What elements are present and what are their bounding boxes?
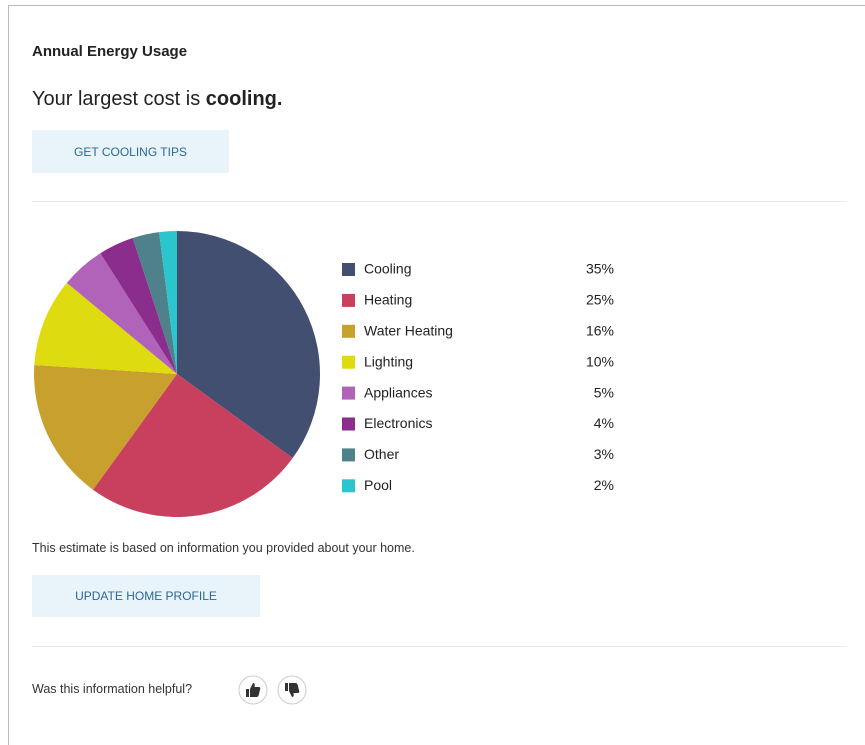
legend-label: Water Heating bbox=[364, 323, 453, 339]
divider bbox=[32, 646, 847, 647]
pie-slice bbox=[92, 374, 293, 517]
pie-slice bbox=[132, 232, 177, 374]
pie-slice bbox=[34, 282, 177, 374]
legend-swatch bbox=[342, 263, 355, 276]
headline: Your largest cost is cooling. bbox=[32, 88, 282, 111]
pie-slice bbox=[100, 237, 177, 374]
profile-button[interactable]: UPDATE HOME PROFILE bbox=[32, 575, 260, 617]
divider bbox=[32, 201, 847, 202]
card-border bbox=[8, 5, 865, 745]
pie-slice bbox=[177, 231, 320, 459]
thumb-down-icon[interactable] bbox=[285, 683, 300, 697]
card-title: Annual Energy Usage bbox=[32, 43, 188, 60]
legend-value: 4% bbox=[594, 415, 614, 431]
legend-label: Heating bbox=[364, 292, 412, 308]
headline-bold: cooling. bbox=[205, 88, 283, 110]
legend-label: Cooling bbox=[364, 261, 411, 277]
legend-swatch bbox=[342, 386, 355, 400]
pie-slice bbox=[33, 365, 177, 490]
note: This estimate is based on information yo… bbox=[32, 541, 415, 555]
legend-swatch bbox=[342, 293, 355, 307]
thumb-up-icon[interactable] bbox=[246, 683, 261, 697]
legend-label: Electronics bbox=[364, 415, 432, 431]
pie-slice bbox=[66, 253, 177, 374]
legend-value: 35% bbox=[586, 261, 614, 277]
tips-button[interactable]: GET COOLING TIPS bbox=[32, 130, 229, 173]
pie-slice bbox=[159, 231, 177, 374]
legend-value: 16% bbox=[586, 323, 614, 339]
legend-value: 25% bbox=[586, 292, 614, 308]
legend-swatch bbox=[342, 479, 355, 493]
legend-swatch bbox=[342, 417, 355, 431]
headline-text: Your largest cost is bbox=[32, 88, 206, 110]
legend-label: Appliances bbox=[364, 384, 433, 400]
legend-value: 2% bbox=[594, 477, 614, 493]
thumb-down[interactable] bbox=[277, 675, 307, 705]
thumb-up[interactable] bbox=[238, 675, 268, 705]
legend-value: 5% bbox=[594, 384, 614, 400]
legend-label: Pool bbox=[364, 477, 392, 493]
legend-label: Other bbox=[364, 446, 399, 462]
legend-value: 3% bbox=[594, 446, 614, 462]
legend-swatch bbox=[342, 448, 355, 462]
legend-label: Lighting bbox=[364, 353, 413, 369]
legend-swatch bbox=[342, 324, 355, 338]
feedback-question: Was this information helpful? bbox=[32, 682, 193, 696]
legend-value: 10% bbox=[586, 353, 614, 369]
legend-swatch bbox=[342, 355, 355, 369]
